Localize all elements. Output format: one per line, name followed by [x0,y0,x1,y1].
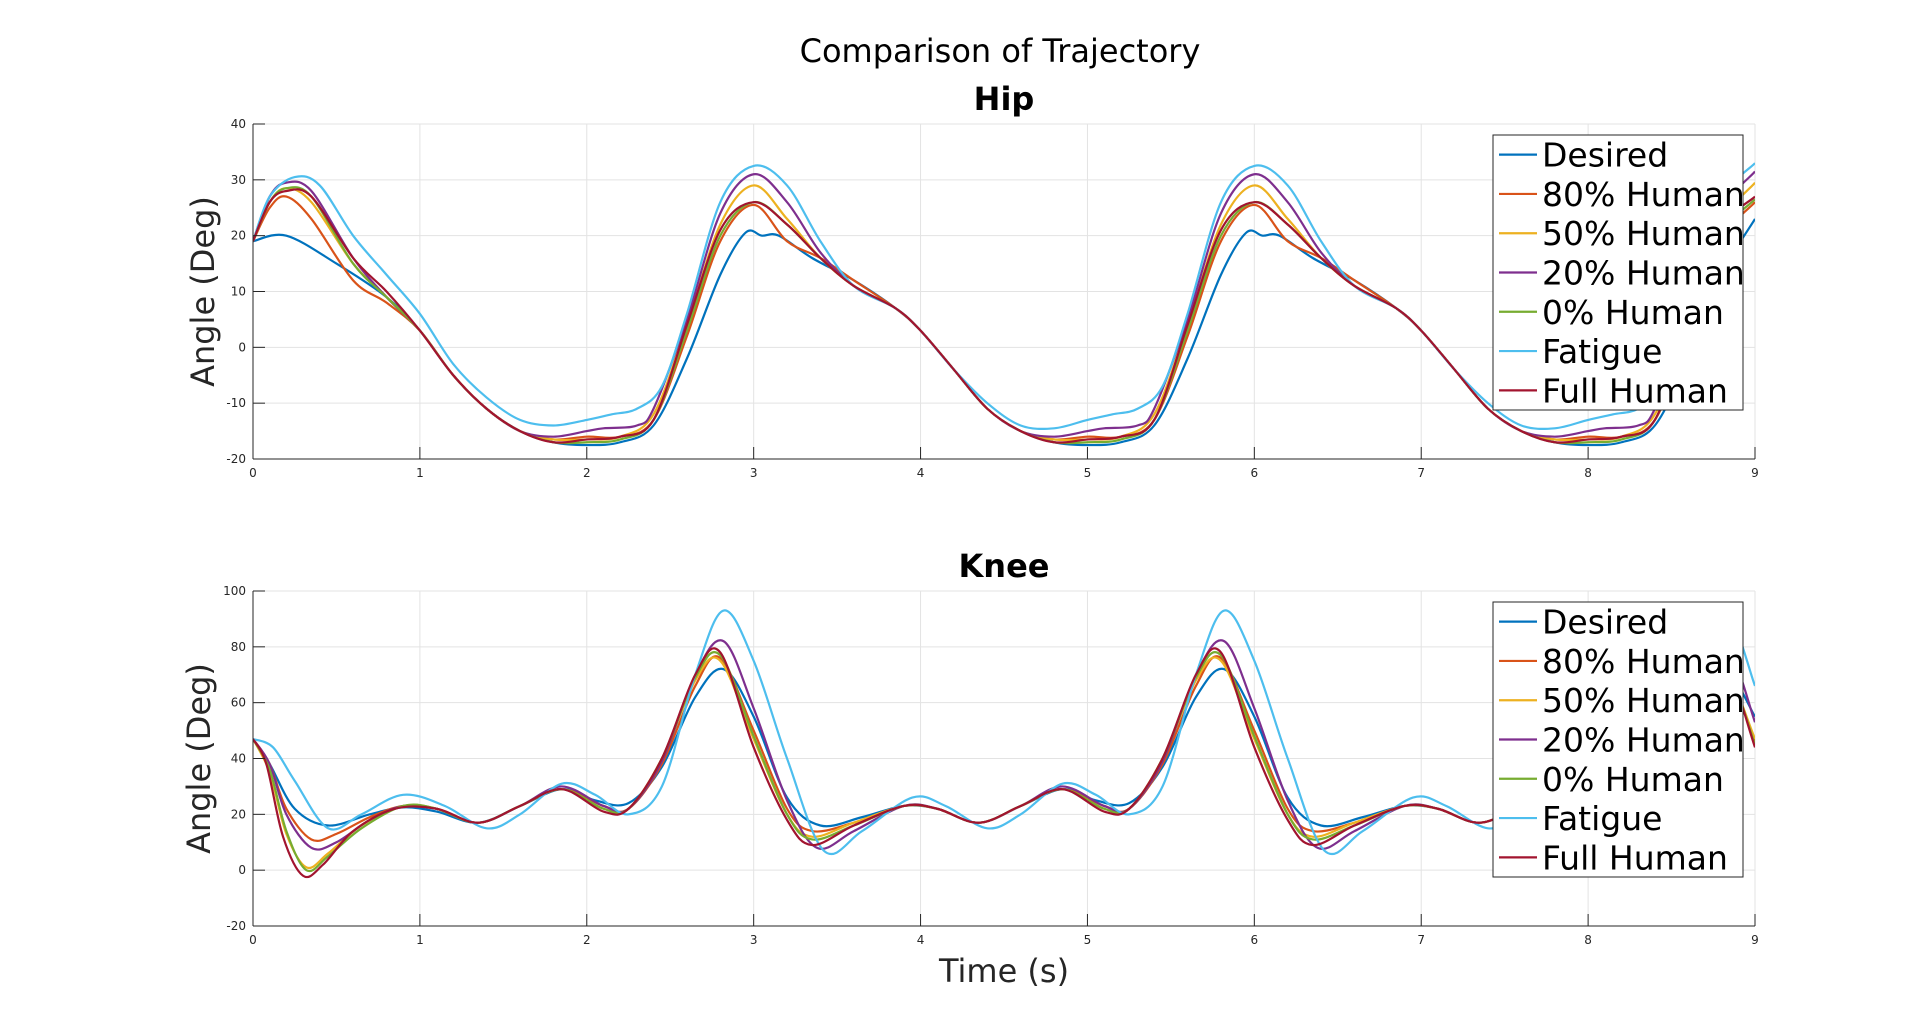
y-tick-label: 40 [231,752,246,766]
series-line-fatigue [253,162,1755,431]
y-tick-label: 20 [231,229,246,243]
legend-label: Full Human [1542,838,1728,877]
x-tick-label: 6 [1251,466,1259,480]
y-axis-label: Angle (Deg) [184,196,222,387]
subplot-hip: 0 1 2 3 4 5 6 7 8 9 -20 -10 0 10 20 30 40 Hip Angle (Deg) D… [184,80,1759,480]
subplot-title: Knee [959,547,1050,585]
legend-label: 0% Human [1542,760,1724,799]
legend-label: Fatigue [1542,332,1662,371]
legend-label: 80% Human [1542,642,1745,681]
series-group [253,162,1755,447]
y-tick-label: 80 [231,640,246,654]
y-tick-label: -20 [226,919,246,933]
legend-label: Fatigue [1542,799,1662,838]
legend-label: Desired [1542,136,1668,175]
legend-label: 20% Human [1542,254,1745,293]
y-axis-label: Angle (Deg) [180,663,218,854]
x-tick-label: 6 [1251,933,1259,947]
y-tick-label: 40 [231,117,246,131]
x-tick-label: 9 [1751,933,1759,947]
subplot-title: Hip [974,80,1035,118]
y-tick-label: 60 [231,696,246,710]
legend-label: 50% Human [1542,214,1745,253]
y-tick-label: 10 [231,285,246,299]
x-tick-label: 9 [1751,466,1759,480]
legend-label: 80% Human [1542,175,1745,214]
x-tick-label: 3 [750,933,758,947]
legend-label: 20% Human [1542,721,1745,760]
y-tick-label: 0 [238,863,246,877]
series-line-full-human [253,188,1755,444]
x-tick-label: 8 [1584,933,1592,947]
legend-label: Desired [1542,603,1668,642]
x-tick-label: 1 [416,466,424,480]
x-tick-label: 5 [1084,933,1092,947]
x-tick-label: 7 [1417,933,1425,947]
legend-label: Full Human [1542,371,1728,410]
x-tick-label: 5 [1084,466,1092,480]
figure-title: Comparison of Trajectory [800,32,1201,70]
x-tick-label: 4 [917,933,925,947]
x-tick-label: 3 [750,466,758,480]
legend-label: 0% Human [1542,293,1724,332]
x-axis-label: Time (s) [938,952,1069,990]
x-tick-label: 4 [917,466,925,480]
y-tick-label: 30 [231,173,246,187]
x-tick-label: 0 [249,933,257,947]
y-tick-label: -20 [226,452,246,466]
y-tick-label: 20 [231,807,246,821]
legend-label: 50% Human [1542,681,1745,720]
y-tick-label: 100 [223,584,246,598]
x-tick-label: 8 [1584,466,1592,480]
x-tick-label: 2 [583,933,591,947]
y-tick-label: 0 [238,340,246,354]
x-tick-label: 0 [249,466,257,480]
y-tick-label: -10 [226,396,246,410]
x-tick-label: 7 [1417,466,1425,480]
x-tick-label: 1 [416,933,424,947]
x-tick-label: 2 [583,466,591,480]
